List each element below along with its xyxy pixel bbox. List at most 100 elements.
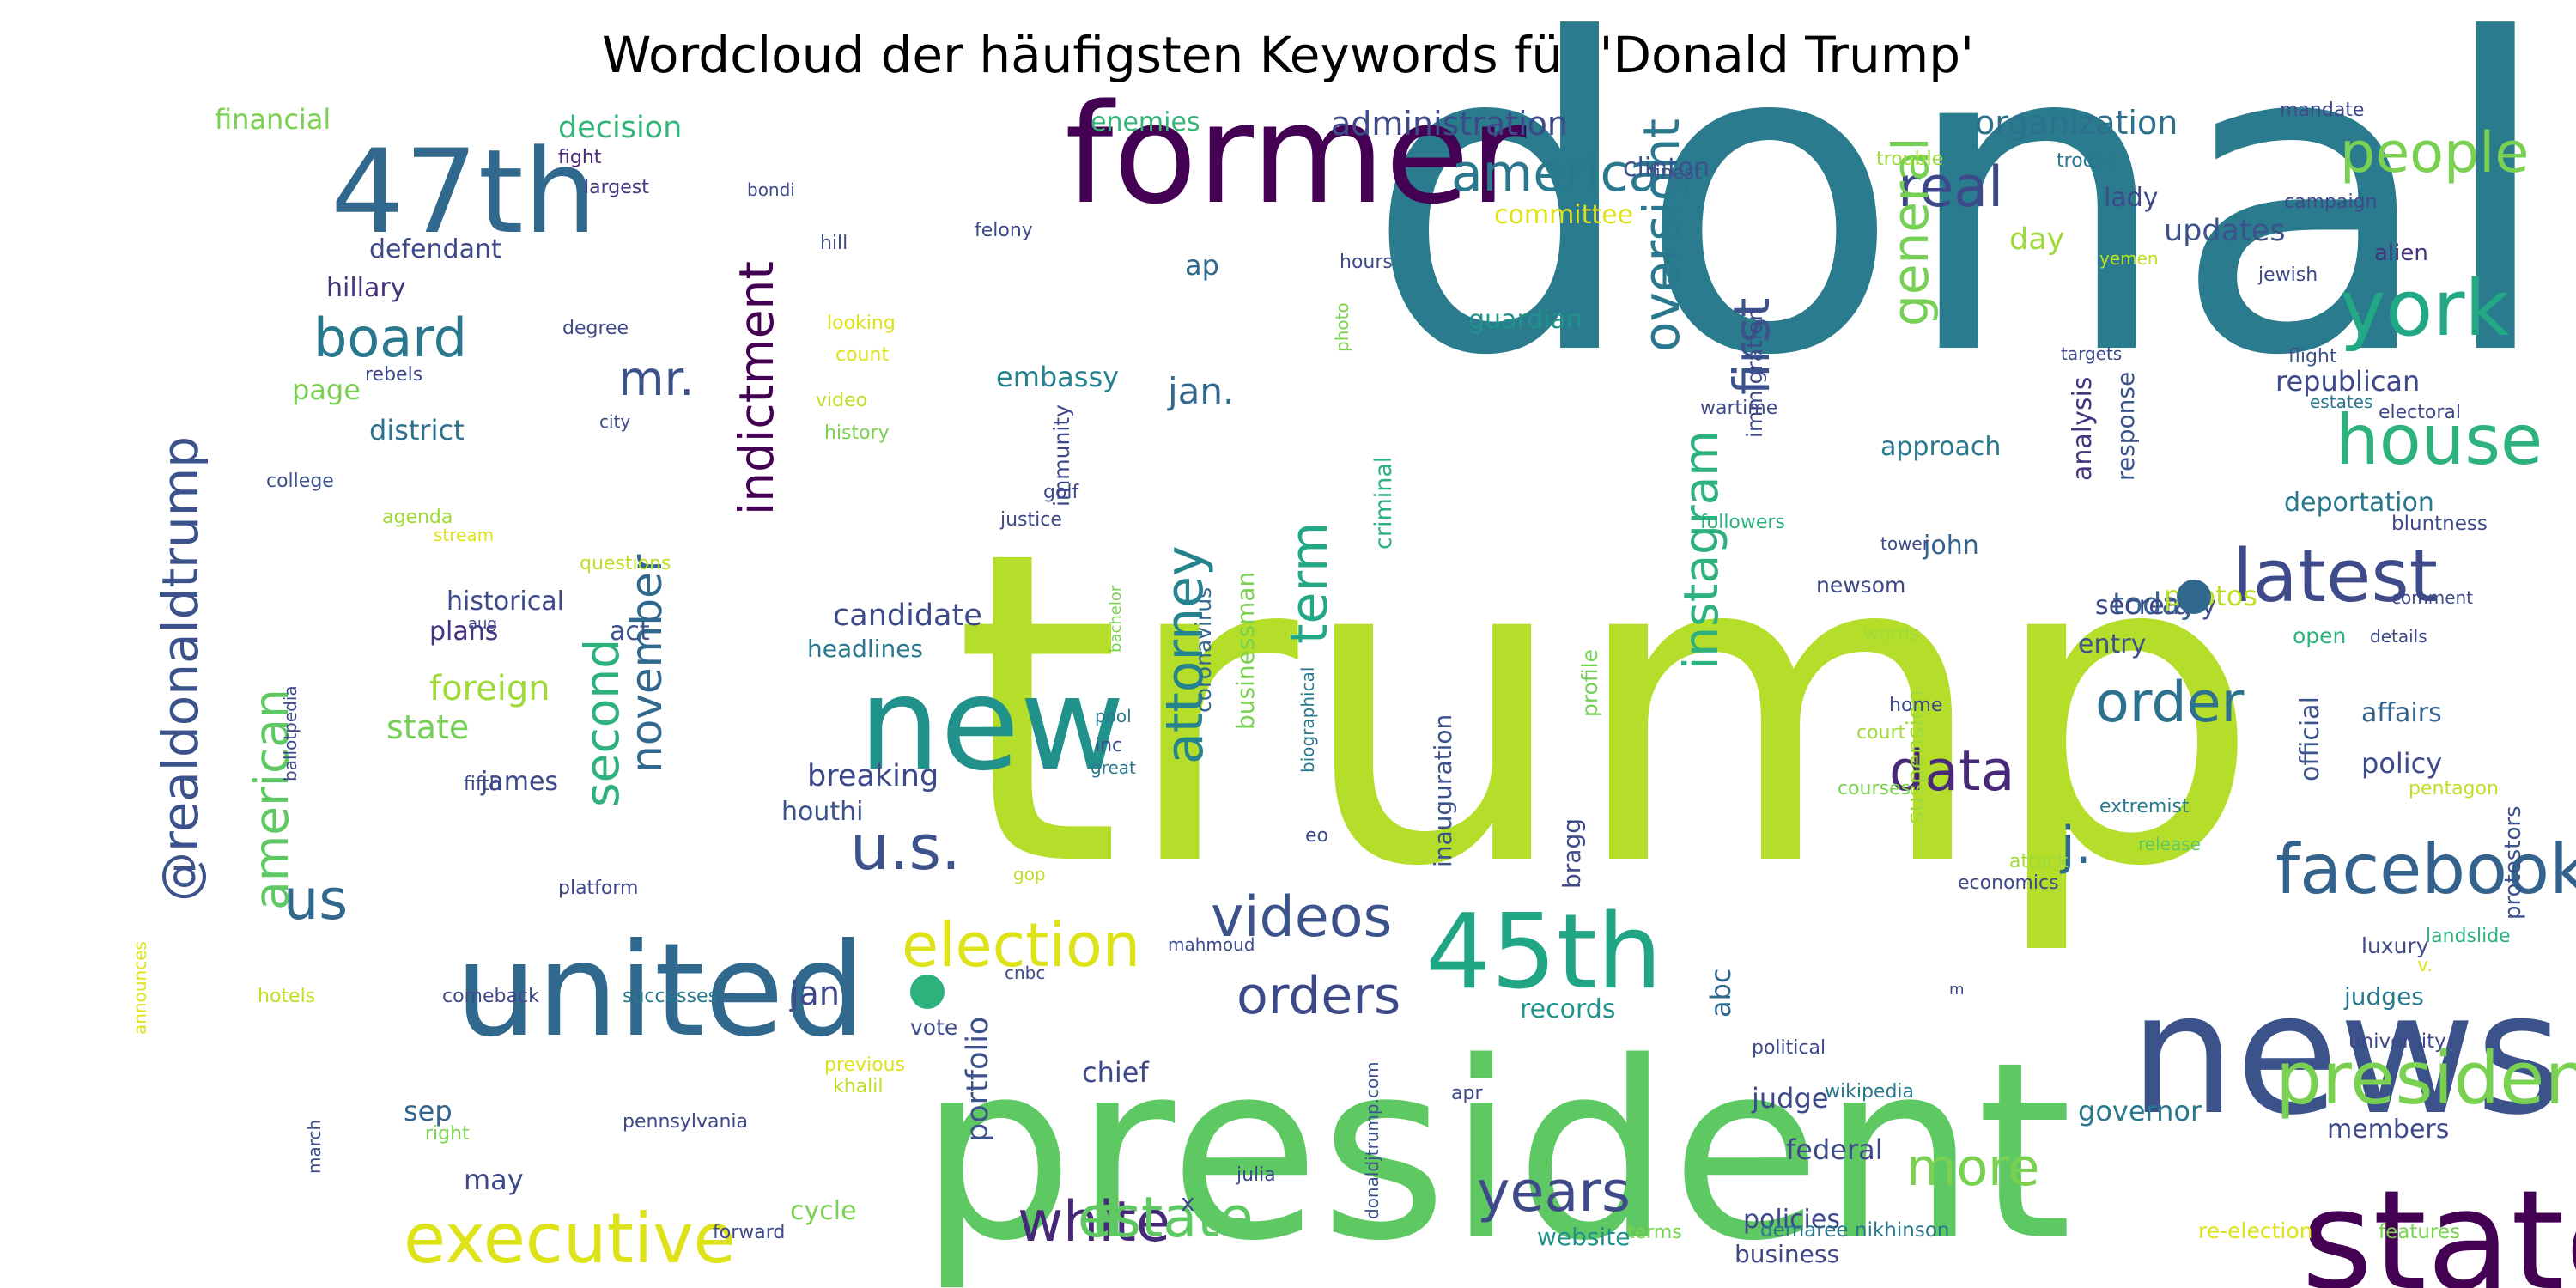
word-mandate: mandate bbox=[2280, 100, 2364, 121]
word-m: m bbox=[1949, 981, 1965, 999]
word-may: may bbox=[464, 1163, 524, 1196]
word-x: x bbox=[1181, 1188, 1195, 1217]
word-records: records bbox=[1520, 994, 1615, 1024]
word-profile: profile bbox=[1577, 649, 1602, 717]
word-eo: eo bbox=[1305, 825, 1328, 847]
word-followers: followers bbox=[1700, 512, 1785, 533]
word-clinton: clinton bbox=[1623, 153, 1710, 183]
word-website: website bbox=[1537, 1223, 1630, 1251]
word-felony: felony bbox=[975, 220, 1033, 241]
word-donald: donald bbox=[1365, 0, 2576, 449]
word-right: right bbox=[425, 1123, 470, 1145]
word-courses: courses bbox=[1838, 778, 1911, 799]
word-bluntness: bluntness bbox=[2391, 513, 2488, 535]
word-people: people bbox=[2340, 121, 2529, 185]
word-chief: chief bbox=[1082, 1056, 1149, 1089]
word-houthi: houthi bbox=[781, 797, 864, 827]
word-photo: photo bbox=[1332, 302, 1352, 352]
word-mr: mr. bbox=[618, 351, 695, 406]
word-aug: aug bbox=[468, 615, 497, 633]
word-stream: stream bbox=[434, 525, 494, 545]
word-bondi: bondi bbox=[747, 179, 795, 200]
word-comeback: comeback bbox=[442, 986, 539, 1007]
word-julia: julia bbox=[1236, 1164, 1276, 1186]
word-republican: republican bbox=[2275, 365, 2420, 398]
word-data: data bbox=[1889, 739, 2014, 804]
word-decision: decision bbox=[558, 111, 682, 145]
word-open: open bbox=[2293, 623, 2346, 648]
word-years: years bbox=[1477, 1160, 1631, 1224]
word-features: features bbox=[2379, 1221, 2460, 1243]
word-sep: sep bbox=[404, 1095, 453, 1127]
word-immunity: immunity bbox=[1049, 404, 1074, 507]
word-videos: videos bbox=[1211, 885, 1392, 950]
word-enemies: enemies bbox=[1091, 107, 1200, 137]
word-vote: vote bbox=[910, 1015, 957, 1040]
word-abc: abc bbox=[1704, 968, 1737, 1018]
word-tower: tower bbox=[1880, 533, 1930, 554]
word-lady: lady bbox=[2104, 183, 2159, 213]
word-degree: degree bbox=[562, 318, 629, 339]
word-executive: executive bbox=[404, 1199, 736, 1279]
word-orders: orders bbox=[1236, 966, 1400, 1026]
word-city: city bbox=[599, 411, 630, 432]
word-us: us bbox=[283, 868, 348, 933]
word-governor: governor bbox=[2078, 1095, 2202, 1127]
word-john: john bbox=[1923, 531, 1979, 561]
word-trouble: trouble bbox=[1876, 149, 1943, 170]
word-demaree: demaree bbox=[1760, 1219, 1849, 1242]
word-wikipedia: wikipedia bbox=[1825, 1081, 1914, 1103]
word-newsom: newsom bbox=[1816, 573, 1905, 598]
word-questions: questions bbox=[580, 553, 671, 574]
word-home: home bbox=[1889, 695, 1942, 716]
word-university: university bbox=[2348, 1030, 2446, 1053]
word-deportation: deportation bbox=[2284, 488, 2434, 518]
word-words: words bbox=[1863, 623, 1920, 645]
word-businessman: businessman bbox=[1231, 572, 1260, 730]
word-march: march bbox=[304, 1120, 325, 1174]
word-pool: pool bbox=[1095, 706, 1132, 726]
word-affairs: affairs bbox=[2361, 698, 2442, 728]
word-judge: judge bbox=[1751, 1082, 1828, 1115]
word-portfolio: portfolio bbox=[961, 1017, 995, 1142]
word-election: election bbox=[902, 910, 1140, 981]
word-court: court bbox=[1856, 722, 1906, 744]
word-47th: 47th bbox=[331, 125, 597, 259]
word-act: act bbox=[610, 617, 650, 647]
word-states: states bbox=[2301, 1160, 2576, 1288]
word-more: more bbox=[1906, 1138, 2039, 1198]
word-candidate: candidate bbox=[833, 598, 982, 633]
word-policies: policies bbox=[1743, 1205, 1840, 1235]
word-finest: finest bbox=[1649, 162, 1702, 184]
word-pennsylvania: pennsylvania bbox=[623, 1111, 748, 1133]
word-november: november bbox=[622, 554, 671, 773]
word-bragg: bragg bbox=[1558, 818, 1586, 889]
word-terms: terms bbox=[1627, 1222, 1682, 1243]
word-bachelor: bachelor bbox=[1107, 585, 1125, 653]
word-defendant: defendant bbox=[369, 234, 501, 264]
word-great: great bbox=[1091, 757, 1136, 778]
word-gop: gop bbox=[1013, 864, 1046, 884]
word-agenda: agenda bbox=[382, 507, 453, 528]
word-history: history bbox=[824, 422, 890, 444]
word-re-election: re-election bbox=[2198, 1218, 2312, 1243]
word-j: j. bbox=[2059, 816, 2092, 876]
bullet-dot bbox=[910, 975, 945, 1009]
word-members: members bbox=[2327, 1115, 2449, 1145]
word-headlines: headlines bbox=[807, 635, 923, 663]
word-hillary: hillary bbox=[326, 273, 406, 303]
word-estates: estates bbox=[2310, 392, 2372, 412]
word-jan: jan bbox=[789, 975, 840, 1012]
word-presidential: presidential bbox=[2275, 1036, 2576, 1121]
word-first: first bbox=[1722, 298, 1781, 395]
word-federal: federal bbox=[1786, 1133, 1883, 1166]
word-apr: apr bbox=[1451, 1083, 1483, 1104]
word-nikhinson: nikhinson bbox=[1855, 1219, 1949, 1242]
word-45th: 45th bbox=[1425, 893, 1662, 1012]
word-alien: alien bbox=[2374, 240, 2428, 266]
word-extremist: extremist bbox=[2099, 796, 2190, 817]
word-luxury: luxury bbox=[2361, 933, 2429, 958]
word-official: official bbox=[2295, 696, 2325, 781]
word-successes: successes bbox=[623, 986, 718, 1007]
